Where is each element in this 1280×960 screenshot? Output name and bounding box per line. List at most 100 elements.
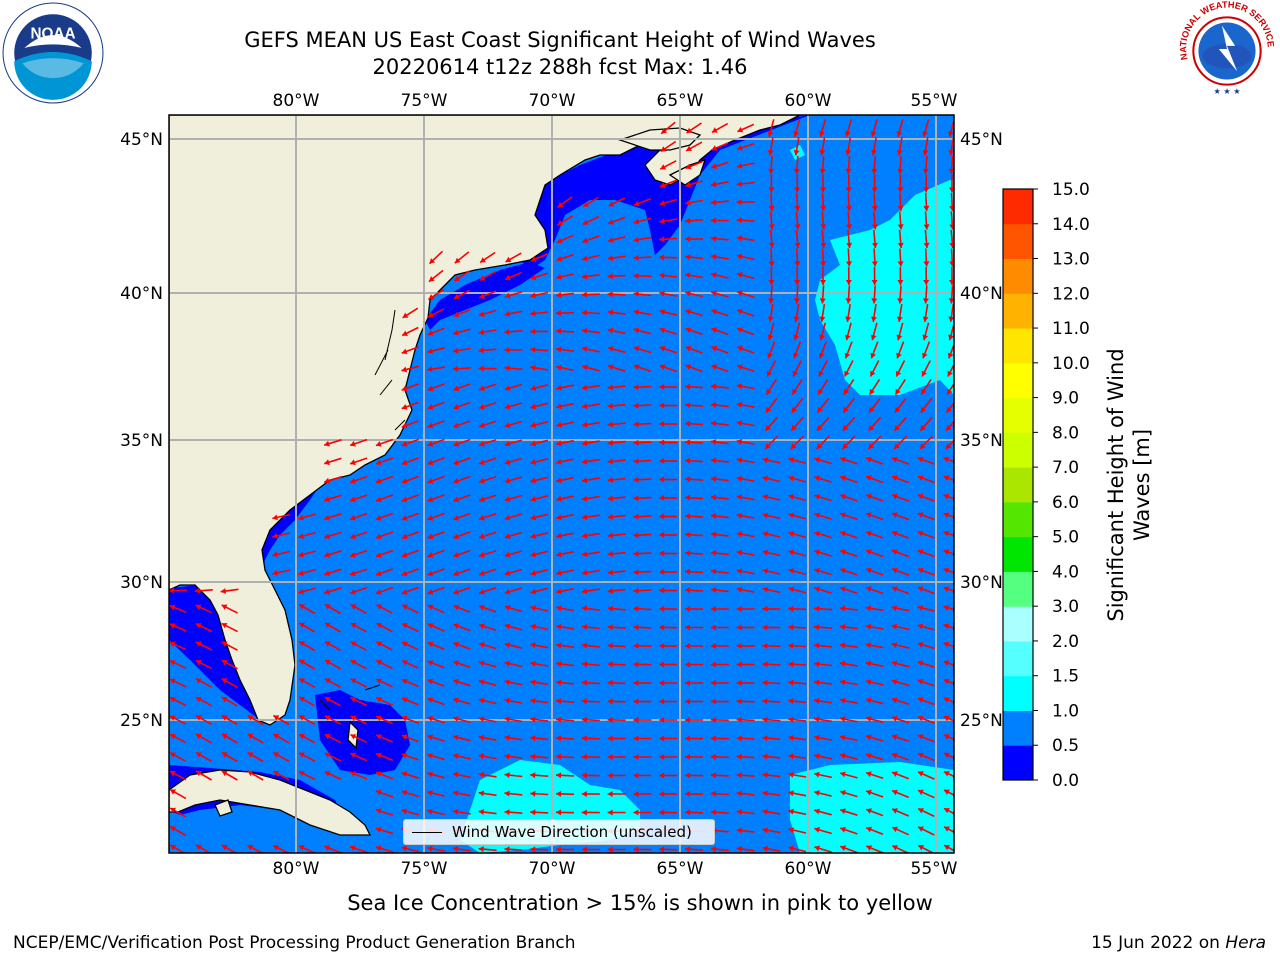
wind-wave-arrow	[427, 288, 445, 301]
wind-wave-arrow	[530, 716, 549, 723]
wind-wave-arrow	[917, 826, 935, 836]
wind-wave-arrow	[794, 266, 801, 286]
wind-wave-arrow	[920, 397, 933, 414]
wind-wave-arrow	[607, 716, 626, 723]
wind-wave-arrow	[943, 623, 954, 630]
wind-wave-arrow	[633, 661, 652, 668]
wind-wave-arrow	[659, 680, 678, 686]
wind-wave-arrow	[896, 341, 905, 359]
wind-wave-arrow	[556, 495, 574, 502]
wind-wave-arrow	[762, 568, 781, 575]
wind-wave-arrow	[453, 531, 471, 540]
wind-wave-arrow	[819, 155, 826, 175]
wind-wave-arrow	[948, 155, 954, 175]
wind-wave-arrow	[793, 137, 800, 156]
wind-wave-arrow	[556, 439, 574, 447]
wind-wave-arrow	[816, 435, 830, 450]
wind-wave-arrow	[788, 827, 807, 834]
wind-wave-arrow	[298, 752, 316, 762]
wind-wave-arrow	[427, 771, 445, 779]
wind-wave-arrow	[453, 438, 471, 447]
wind-wave-arrow	[659, 513, 678, 520]
wind-wave-arrow	[453, 549, 471, 558]
wind-wave-arrow	[736, 420, 755, 427]
wind-wave-arrow	[607, 476, 626, 483]
wind-wave-arrow	[478, 716, 497, 723]
lon-tick-top: 65°W	[657, 91, 704, 111]
wind-wave-arrow	[943, 678, 954, 685]
wind-wave-arrow	[581, 477, 600, 484]
wind-wave-arrow	[452, 328, 471, 336]
sea-ice-note: Sea Ice Concentration > 15% is shown in …	[347, 891, 933, 915]
wind-wave-arrow	[556, 253, 574, 262]
lon-tick-bottom: 75°W	[401, 859, 448, 879]
wind-wave-arrow	[556, 215, 574, 226]
wind-wave-arrow	[943, 844, 954, 852]
wind-wave-arrow	[633, 236, 652, 243]
wind-wave-arrow	[710, 290, 729, 298]
wind-wave-arrow	[871, 303, 877, 323]
wind-wave-arrow	[865, 697, 884, 705]
wind-wave-arrow	[949, 192, 954, 212]
wind-wave-arrow	[581, 309, 600, 316]
wind-wave-arrow	[607, 846, 626, 853]
wind-wave-arrow	[684, 846, 704, 853]
wind-wave-arrow	[659, 198, 678, 206]
wind-wave-arrow	[768, 229, 775, 249]
wind-wave-arrow	[633, 439, 652, 446]
wind-wave-arrow	[247, 733, 264, 744]
wind-wave-arrow	[917, 789, 935, 799]
wind-wave-arrow	[891, 530, 910, 539]
wind-wave-arrow	[247, 751, 264, 763]
wind-wave-arrow	[943, 549, 954, 556]
wind-wave-arrow	[478, 604, 497, 613]
wind-wave-arrow	[581, 532, 600, 539]
wind-wave-arrow	[788, 845, 807, 853]
wind-wave-arrow	[349, 771, 368, 780]
wind-wave-arrow	[581, 735, 600, 742]
wind-wave-arrow	[736, 679, 755, 686]
wind-wave-arrow	[840, 586, 858, 595]
wind-wave-arrow	[607, 384, 626, 391]
wind-wave-arrow	[427, 457, 445, 466]
wind-wave-arrow	[843, 378, 855, 396]
wind-wave-arrow	[659, 420, 678, 427]
wind-wave-arrow	[427, 549, 445, 558]
colorbar-cell	[1003, 189, 1033, 225]
wind-wave-arrow	[865, 530, 884, 539]
wind-wave-arrow	[401, 438, 419, 447]
lat-tick-right: 45°N	[960, 130, 1003, 150]
wind-wave-arrow	[948, 285, 954, 304]
wind-wave-arrow	[195, 659, 213, 670]
wind-wave-arrow	[684, 402, 704, 409]
wind-wave-arrow	[684, 494, 704, 501]
wind-wave-arrow	[710, 199, 729, 206]
wind-wave-arrow	[922, 322, 930, 341]
wind-wave-arrow	[949, 248, 954, 267]
wind-wave-arrow	[685, 327, 703, 336]
wind-wave-arrow	[660, 140, 677, 153]
wind-wave-arrow	[298, 659, 316, 670]
wind-wave-arrow	[452, 697, 471, 705]
wind-wave-arrow	[762, 512, 781, 520]
wind-wave-arrow	[504, 587, 523, 595]
wind-wave-arrow	[923, 266, 930, 286]
wind-wave-arrow	[767, 119, 775, 137]
wind-wave-arrow	[736, 790, 755, 797]
wind-wave-arrow	[891, 752, 910, 761]
wind-wave-arrow	[607, 495, 626, 502]
wind-wave-arrow	[814, 457, 832, 465]
wind-wave-arrow	[839, 753, 858, 760]
wind-wave-arrow	[710, 439, 729, 445]
wind-wave-arrow	[762, 772, 781, 778]
wind-wave-arrow	[581, 605, 600, 612]
wind-wave-arrow	[504, 809, 523, 816]
wind-wave-arrow	[375, 789, 394, 798]
wind-wave-arrow	[556, 234, 574, 244]
wind-wave-arrow	[736, 772, 755, 779]
wind-wave-arrow	[870, 322, 878, 341]
colorbar-cell	[1003, 640, 1033, 677]
wind-wave-arrow	[530, 253, 548, 262]
wind-wave-arrow	[375, 549, 394, 558]
colorbar-cell	[1003, 467, 1033, 503]
